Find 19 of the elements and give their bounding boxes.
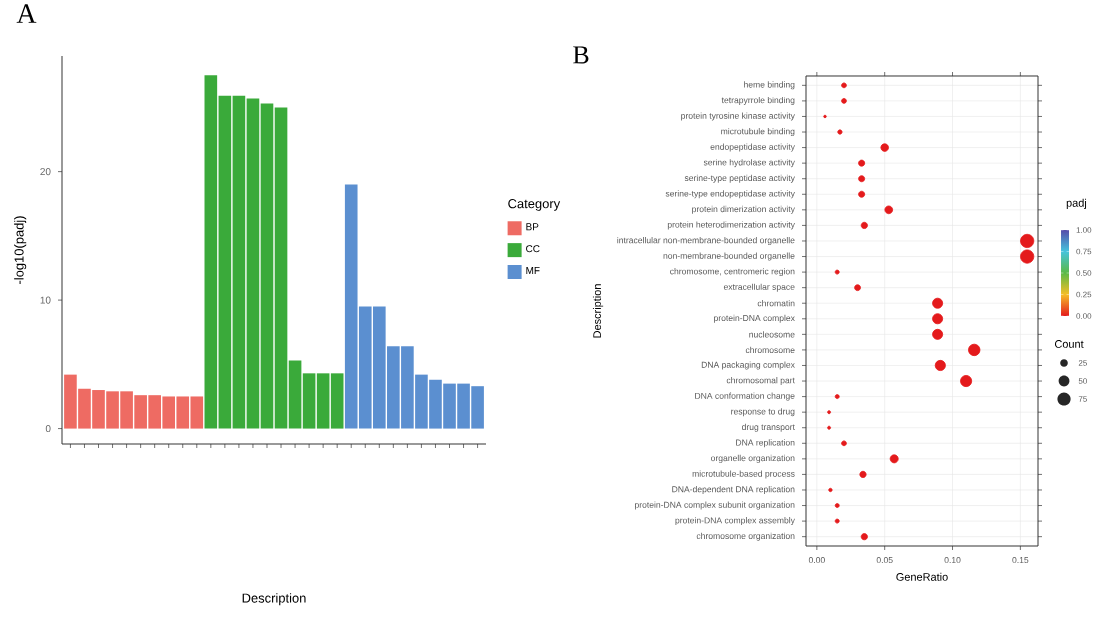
point: [858, 190, 866, 198]
point: [880, 143, 889, 152]
point: [889, 454, 899, 464]
point: [841, 82, 847, 89]
chart-title: A: [16, 4, 37, 23]
text: B: [573, 46, 589, 64]
point: [858, 175, 866, 183]
point: [841, 98, 847, 104]
point: [858, 159, 866, 167]
point: [854, 284, 861, 292]
point: [834, 518, 840, 524]
point: [859, 470, 867, 478]
point: [884, 205, 894, 215]
point: [860, 221, 868, 229]
point: [834, 394, 840, 400]
point: [860, 533, 868, 541]
point: [834, 269, 840, 275]
point: [837, 129, 843, 135]
point: [841, 440, 847, 447]
